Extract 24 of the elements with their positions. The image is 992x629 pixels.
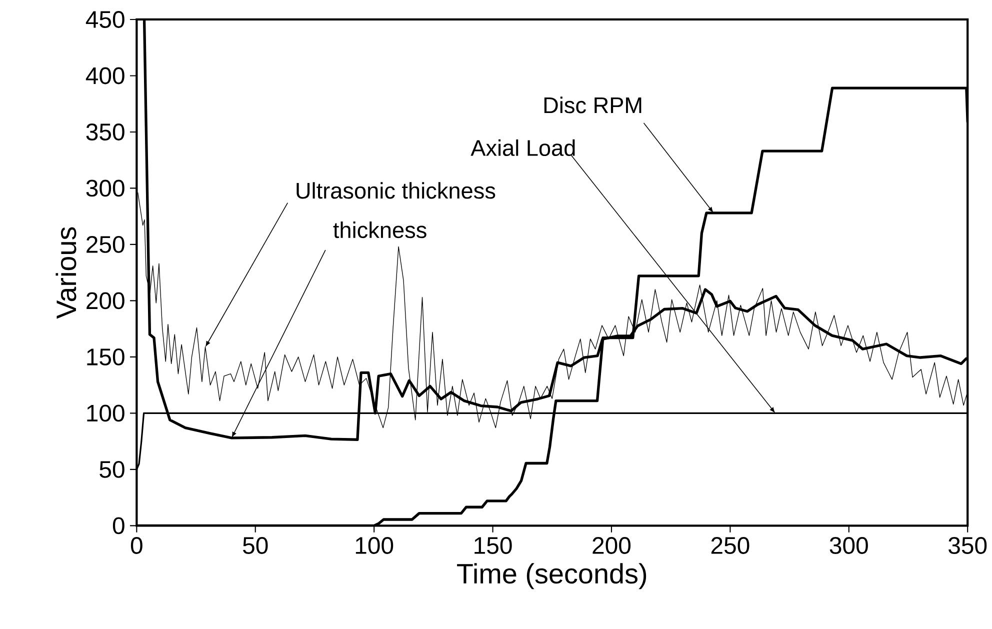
annotation: Disc RPM	[544, 96, 642, 114]
x-tick-label: 0	[130, 536, 142, 554]
x-tick-label: 150	[474, 536, 512, 554]
annotation: thickness	[333, 221, 426, 238]
y-tick-label: 50	[100, 460, 124, 478]
y-axis-title: Various	[56, 227, 76, 319]
annotation: Ultrasonic thickness	[296, 182, 496, 199]
y-tick-label: 200	[86, 292, 124, 309]
x-tick-label: 300	[830, 536, 868, 554]
x-axis-title: Time (seconds)	[457, 562, 646, 589]
y-tick-label: 300	[86, 180, 124, 196]
y-tick-label: 400	[86, 67, 124, 84]
y-tick-label: 350	[86, 123, 124, 140]
x-tick-label: 350	[948, 536, 987, 554]
y-tick-label: 0	[112, 516, 124, 534]
annotation: Axial Load	[470, 139, 575, 156]
y-tick-label: 100	[87, 404, 124, 422]
x-tick-label: 100	[356, 536, 394, 554]
x-tick-label: 250	[711, 536, 750, 554]
x-tick-label: 200	[592, 536, 631, 554]
y-tick-label: 450	[86, 10, 124, 28]
y-tick-label: 250	[86, 236, 124, 253]
x-tick-label: 50	[243, 536, 268, 554]
y-tick-label: 150	[87, 348, 124, 366]
